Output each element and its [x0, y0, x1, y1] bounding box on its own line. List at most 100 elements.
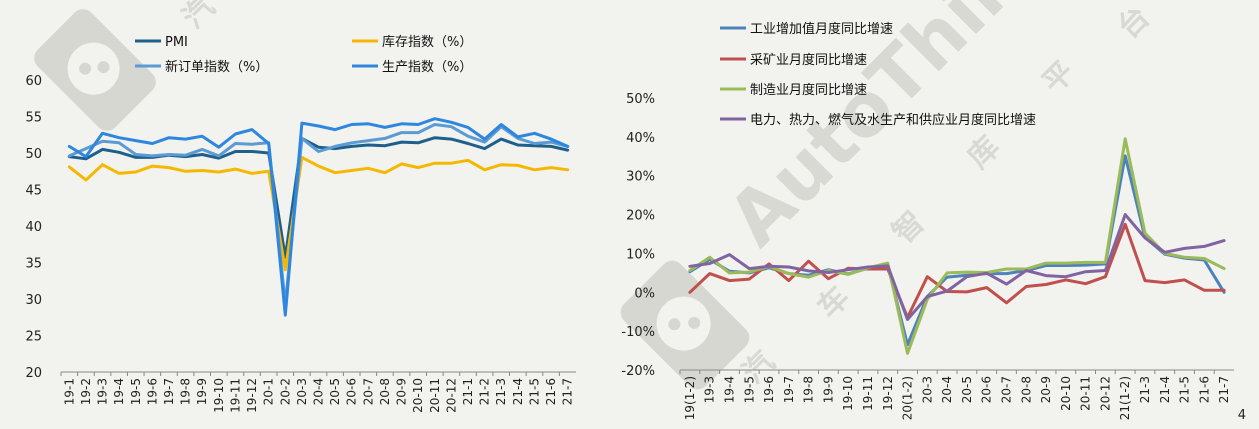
x-tick-label: 21-4	[511, 378, 525, 405]
y-tick-label: 60	[25, 74, 42, 89]
x-tick-label: 20(1-2)	[901, 376, 915, 420]
x-tick-label: 19-12	[245, 378, 259, 413]
x-tick-label: 20-3	[295, 378, 309, 405]
page-number: 4	[1238, 408, 1246, 423]
series-line	[67, 155, 570, 272]
y-tick-label: 35	[25, 257, 42, 272]
x-tick-label: 21(1-2)	[1118, 376, 1132, 420]
x-tick-label: 19-11	[861, 376, 875, 411]
x-tick-label: 20-11	[428, 378, 442, 413]
series-line	[688, 137, 1226, 355]
watermark-char: 台	[1111, 0, 1157, 46]
x-tick-label: 19-8	[179, 378, 193, 405]
x-tick-label: 21-1	[461, 378, 475, 405]
x-tick-label: 20-12	[444, 378, 458, 413]
y-tick-label: 40%	[626, 131, 655, 146]
watermark-char: 平	[1036, 55, 1082, 101]
x-tick-label: 20-5	[960, 376, 974, 403]
x-tick-label: 21-4	[1158, 376, 1172, 403]
y-tick-label: 50%	[626, 92, 655, 107]
x-tick-label: 19-2	[79, 378, 93, 405]
legend-label: 库存指数（%）	[382, 34, 472, 50]
y-tick-label: 30	[25, 293, 42, 308]
x-tick-label: 20-11	[1079, 376, 1093, 411]
x-tick-label: 20-4	[940, 376, 954, 403]
y-tick-label: 30%	[626, 170, 655, 185]
y-tick-label: 20	[25, 366, 42, 381]
legend-label: 工业增加值月度同比增速	[750, 21, 893, 37]
y-tick-label: 0%	[634, 286, 655, 301]
x-tick-label: 21-2	[478, 378, 492, 405]
x-tick-label: 19-12	[881, 376, 895, 411]
x-tick-label: 19-11	[228, 378, 242, 413]
x-tick-label: 20-6	[980, 376, 994, 403]
x-tick-label: 20-7	[361, 378, 375, 405]
x-tick-label: 20-8	[378, 378, 392, 405]
x-tick-label: 19-9	[195, 378, 209, 405]
x-tick-label: 20-9	[1039, 376, 1053, 403]
watermark-char: 库	[961, 130, 1007, 176]
x-tick-label: 21-3	[1138, 376, 1152, 403]
x-tick-label: 20-9	[395, 378, 409, 405]
x-tick-label: 19-7	[162, 378, 176, 405]
x-tick-label: 21-6	[544, 378, 558, 405]
x-tick-label: 19-10	[841, 376, 855, 411]
y-tick-label: -20%	[621, 364, 655, 379]
x-tick-label: 20-8	[1019, 376, 1033, 403]
x-tick-label: 19-4	[112, 378, 126, 405]
y-tick-label: 55	[25, 111, 42, 126]
right-chart-industrial-growth: -20% -10% 0% 10% 20% 30% 40% 50% 19(1-2) 19-3 19-4…	[621, 21, 1234, 420]
x-tick-label: 20-12	[1098, 376, 1112, 411]
watermark-logo-icon	[34, 9, 156, 131]
x-tick-label: 20-3	[920, 376, 934, 403]
series-line	[67, 136, 570, 259]
x-tick-label: 19-9	[821, 376, 835, 403]
y-tick-label: -10%	[621, 325, 655, 340]
watermark-char: 智	[886, 205, 932, 251]
x-tick-label: 20-2	[278, 378, 292, 405]
legend-label: PMI	[165, 35, 188, 50]
x-tick-label: 21-5	[527, 378, 541, 405]
x-tick-label: 20-10	[411, 378, 425, 413]
legend-label: 新订单指数（%）	[165, 59, 268, 75]
x-tick-label: 21-7	[561, 378, 575, 405]
series-line	[688, 222, 1226, 319]
legend-label: 生产指数（%）	[382, 60, 472, 75]
x-tick-label: 19-10	[212, 378, 226, 413]
x-tick-label: 19-5	[742, 376, 756, 403]
watermark-logo-icon	[620, 260, 750, 390]
y-tick-label: 10%	[626, 247, 655, 262]
legend-label: 电力、热力、燃气及水生产和供应业月度同比增速	[750, 112, 1036, 128]
legend-label: 制造业月度同比增速	[750, 82, 867, 98]
x-tick-label: 19-8	[802, 376, 816, 403]
y-tick-label: 25	[25, 330, 42, 345]
x-tick-label: 21-5	[1178, 376, 1192, 403]
x-tick-label: 19-3	[703, 376, 717, 403]
x-tick-label: 19-5	[129, 378, 143, 405]
watermark-char: 汽	[176, 0, 222, 36]
x-tick-label: 19(1-2)	[683, 376, 697, 420]
y-tick-label: 20%	[626, 209, 655, 224]
x-tick-label: 19-6	[145, 378, 159, 405]
x-tick-label: 19-1	[62, 378, 76, 405]
series-line	[688, 213, 1226, 321]
series-line	[67, 123, 570, 306]
x-tick-label: 20-6	[345, 378, 359, 405]
x-tick-label: 20-5	[328, 378, 342, 405]
x-tick-label: 21-6	[1197, 376, 1211, 403]
x-tick-label: 19-3	[96, 378, 110, 405]
x-tick-label: 19-6	[762, 376, 776, 403]
x-tick-label: 20-10	[1059, 376, 1073, 411]
y-tick-label: 50	[25, 147, 42, 162]
y-tick-label: 45	[25, 184, 42, 199]
x-tick-label: 21-7	[1217, 376, 1231, 403]
x-tick-label: 20-7	[999, 376, 1013, 403]
x-tick-label: 20-4	[312, 378, 326, 405]
y-tick-label: 40	[25, 220, 42, 235]
series-line	[67, 117, 570, 317]
watermark-char: 车	[811, 280, 857, 326]
legend-label: 采矿业月度同比增速	[750, 52, 867, 68]
x-tick-label: 19-7	[782, 376, 796, 403]
